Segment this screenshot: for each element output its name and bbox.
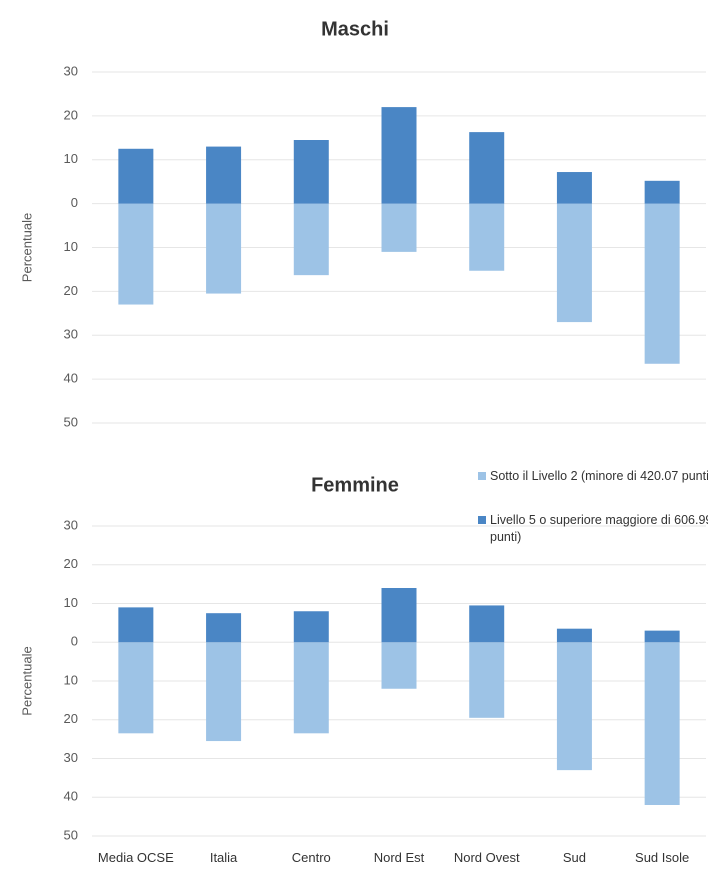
legend-swatch (478, 472, 486, 480)
chart-title: Femmine (311, 474, 399, 496)
bar (556, 628, 592, 643)
bar (293, 642, 329, 734)
bar (206, 613, 242, 643)
bar (293, 140, 329, 204)
bar (469, 203, 505, 271)
y-tick-label: 30 (64, 517, 78, 532)
bar (118, 203, 154, 305)
bar (469, 605, 505, 643)
x-tick-label: Sud Isole (635, 850, 690, 865)
bar (556, 172, 592, 204)
x-tick-label: Nord Est (373, 850, 425, 865)
legend-entry: Livello 5 o superiore maggiore di 606.99… (478, 512, 708, 546)
bar (556, 203, 592, 323)
y-tick-label: 50 (64, 414, 78, 429)
bar (293, 611, 329, 643)
x-tick-label: Nord Ovest (453, 850, 520, 865)
y-tick-label: 40 (64, 789, 78, 804)
y-tick-label: 20 (64, 107, 78, 122)
y-tick-label: 20 (64, 283, 78, 298)
y-tick-label: 10 (64, 151, 78, 166)
bar (469, 132, 505, 204)
bar (118, 642, 154, 734)
y-tick-label: 20 (64, 711, 78, 726)
y-axis-label: Percentuale (19, 213, 34, 282)
bar (644, 203, 680, 364)
x-tick-label: Centro (291, 850, 331, 865)
bar (206, 203, 242, 294)
bar (381, 107, 417, 204)
y-tick-label: 50 (64, 827, 78, 842)
y-tick-label: 30 (64, 63, 78, 78)
y-tick-label: 0 (71, 195, 78, 210)
bar (206, 146, 242, 204)
y-tick-label: 40 (64, 371, 78, 386)
x-tick-label: Sud (562, 850, 586, 865)
bar (556, 642, 592, 771)
y-tick-label: 30 (64, 327, 78, 342)
bar (118, 148, 154, 204)
y-axis-label: Percentuale (19, 646, 34, 715)
y-tick-label: 20 (64, 556, 78, 571)
y-tick-label: 10 (64, 239, 78, 254)
y-tick-label: 10 (64, 595, 78, 610)
y-tick-label: 10 (64, 672, 78, 687)
legend-swatch (478, 516, 486, 524)
bar (118, 607, 154, 643)
bar (469, 642, 505, 718)
bar (644, 642, 680, 805)
bar (293, 203, 329, 276)
legend-entry: Sotto il Livello 2 (minore di 420.07 pun… (478, 468, 708, 485)
bar (644, 180, 680, 204)
y-tick-label: 30 (64, 750, 78, 765)
chart-title: Maschi (321, 18, 389, 40)
bar (381, 588, 417, 643)
x-tick-label: Media OCSE (97, 850, 174, 865)
bar (644, 630, 680, 643)
bar (206, 642, 242, 742)
y-tick-label: 0 (71, 634, 78, 649)
bar (381, 642, 417, 689)
x-tick-label: Italia (209, 850, 238, 865)
bar (381, 203, 417, 252)
